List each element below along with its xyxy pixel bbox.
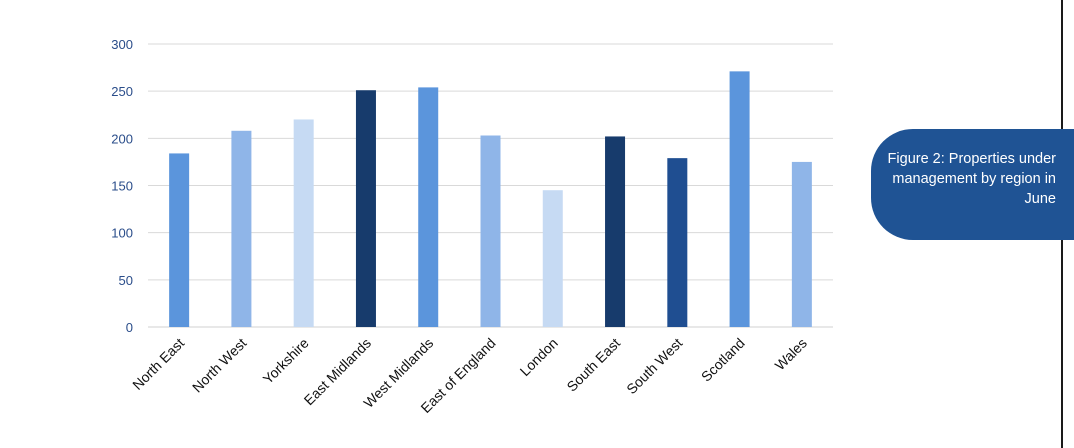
bar-south-west [667,158,688,327]
bar-east-of-england [480,135,501,327]
y-tick-label: 300 [111,37,133,52]
x-category-label: London [517,335,561,379]
bar-north-east [169,153,190,327]
x-category-label: North West [189,335,250,396]
x-category-label: Wales [772,335,810,373]
x-category-label: North East [129,335,187,393]
y-tick-label: 150 [111,179,133,194]
figure-caption-text: Figure 2: Properties under management by… [887,151,1056,207]
y-tick-label: 0 [126,320,133,335]
x-category-label: South East [563,335,623,395]
y-tick-label: 200 [111,131,133,146]
bar-north-west [231,130,252,327]
x-category-label: Scotland [698,335,748,385]
y-tick-label: 250 [111,84,133,99]
bar-south-east [605,136,626,327]
x-category-label: Yorkshire [260,335,312,387]
bar-west-midlands [418,87,439,327]
bar-east-midlands [355,90,376,328]
bar-wales [791,161,812,327]
bar-yorkshire [293,119,314,327]
bar-london [542,190,563,327]
y-axis-tick-labels: 0 50 100 150 200 250 300 [111,37,133,335]
x-category-label: South West [623,335,685,397]
bar-scotland [729,71,750,328]
y-tick-label: 50 [119,273,133,288]
figure-caption-box: Figure 2: Properties under management by… [871,129,1074,240]
y-tick-label: 100 [111,226,133,241]
bars [169,71,812,328]
